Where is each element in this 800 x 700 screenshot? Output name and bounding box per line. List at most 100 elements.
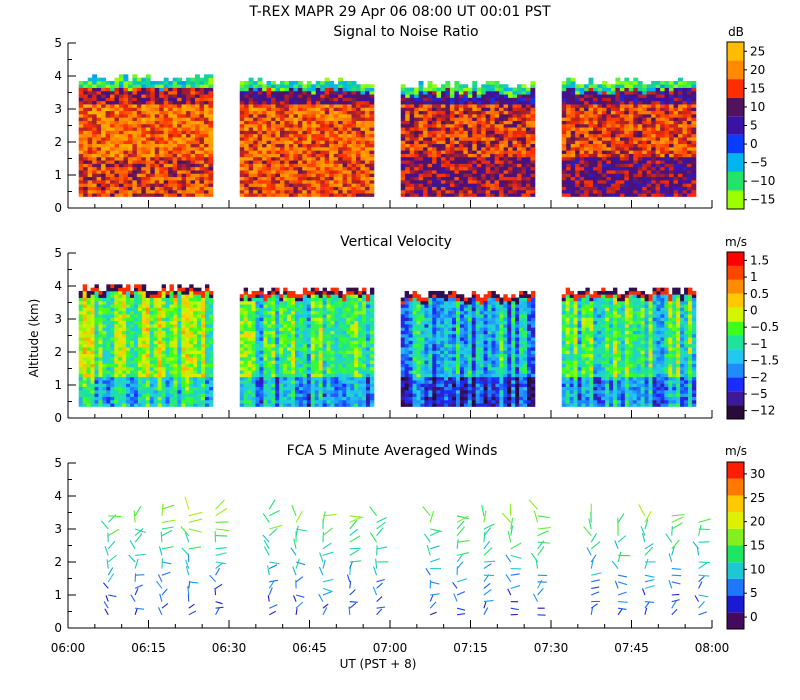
snr-cell <box>118 150 124 154</box>
snr-cell <box>320 156 326 161</box>
velocity-cell <box>130 337 135 341</box>
snr-cell <box>633 117 639 121</box>
snr-cell <box>154 153 160 158</box>
snr-cell <box>288 143 294 148</box>
snr-cell <box>655 110 661 115</box>
snr-cell <box>199 104 205 108</box>
snr-cell <box>199 146 205 151</box>
snr-cell <box>624 153 630 158</box>
snr-cell <box>642 120 648 125</box>
velocity-cell <box>94 376 99 381</box>
snr-cell <box>181 140 187 145</box>
snr-cell <box>481 97 487 102</box>
snr-cell <box>427 189 433 194</box>
velocity-cell <box>149 403 155 407</box>
snr-cell <box>423 173 428 178</box>
snr-cell <box>347 179 352 184</box>
snr-cell <box>561 113 567 118</box>
snr-cell <box>320 97 326 102</box>
snr-cell <box>132 137 138 141</box>
snr-cell <box>110 140 115 145</box>
snr-cell <box>651 104 657 108</box>
velocity-cell <box>90 373 95 378</box>
velocity-cell <box>82 389 88 394</box>
snr-cell <box>521 146 527 151</box>
snr-cell <box>83 186 89 191</box>
snr-cell <box>110 133 115 138</box>
velocity-cell <box>102 396 107 401</box>
velocity-cell <box>78 383 84 388</box>
snr-cell <box>432 97 437 102</box>
velocity-cell <box>137 307 143 312</box>
snr-cell <box>619 94 625 98</box>
snr-cell <box>311 133 317 138</box>
snr-cell <box>203 160 209 164</box>
snr-cell <box>369 97 375 102</box>
snr-cell <box>476 110 482 115</box>
snr-cell <box>168 117 174 121</box>
velocity-cell <box>114 320 119 325</box>
snr-cell <box>485 90 491 95</box>
snr-cell <box>262 110 267 115</box>
snr-cell <box>651 130 657 135</box>
snr-cell <box>279 107 285 112</box>
velocity-cell <box>78 393 84 397</box>
snr-cell <box>615 100 621 105</box>
snr-cell <box>266 137 272 141</box>
velocity-cell <box>126 337 131 341</box>
snr-cell <box>467 150 473 154</box>
snr-cell <box>499 90 504 95</box>
snr-cell <box>195 84 200 88</box>
snr-cell <box>508 107 513 112</box>
velocity-cell <box>133 340 139 345</box>
snr-cell <box>669 120 674 125</box>
snr-cell <box>364 143 370 148</box>
snr-cell <box>445 87 451 92</box>
snr-cell <box>628 113 634 118</box>
snr-cell <box>208 113 214 118</box>
snr-cell <box>418 87 424 92</box>
snr-cell <box>660 87 665 92</box>
snr-cell <box>101 94 106 98</box>
snr-cell <box>686 183 692 187</box>
snr-cell <box>199 156 205 161</box>
snr-cell <box>315 130 321 135</box>
velocity-cell <box>106 284 111 289</box>
snr-cell <box>409 133 415 138</box>
snr-cell <box>244 156 250 161</box>
snr-cell <box>271 166 276 171</box>
snr-cell <box>440 156 446 161</box>
snr-cell <box>324 80 330 85</box>
velocity-cell <box>102 360 107 364</box>
velocity-cell <box>149 360 155 364</box>
snr-cell <box>177 146 182 151</box>
snr-cell <box>239 113 245 118</box>
snr-cell <box>87 153 93 158</box>
colorbar-tick-label: −5 <box>750 156 768 170</box>
snr-cell <box>351 90 357 95</box>
snr-cell <box>96 150 102 154</box>
snr-cell <box>423 160 428 164</box>
snr-cell <box>244 133 250 138</box>
snr-cell <box>266 189 272 194</box>
snr-cell <box>449 100 455 105</box>
snr-cell <box>521 140 527 145</box>
snr-cell <box>409 113 415 118</box>
snr-cell <box>110 193 115 197</box>
snr-cell <box>248 104 254 108</box>
snr-cell <box>409 189 415 194</box>
velocity-cell <box>118 353 123 358</box>
snr-cell <box>467 133 473 138</box>
velocity-cell <box>86 317 91 322</box>
velocity-cell <box>130 310 135 315</box>
snr-cell <box>190 150 196 154</box>
snr-cell <box>347 163 352 168</box>
snr-cell <box>342 110 348 115</box>
snr-cell <box>159 140 165 145</box>
snr-cell <box>691 137 697 141</box>
snr-cell <box>275 97 281 102</box>
snr-cell <box>467 117 473 121</box>
snr-cell <box>92 80 98 85</box>
snr-cell <box>351 130 357 135</box>
snr-cell <box>601 110 607 115</box>
